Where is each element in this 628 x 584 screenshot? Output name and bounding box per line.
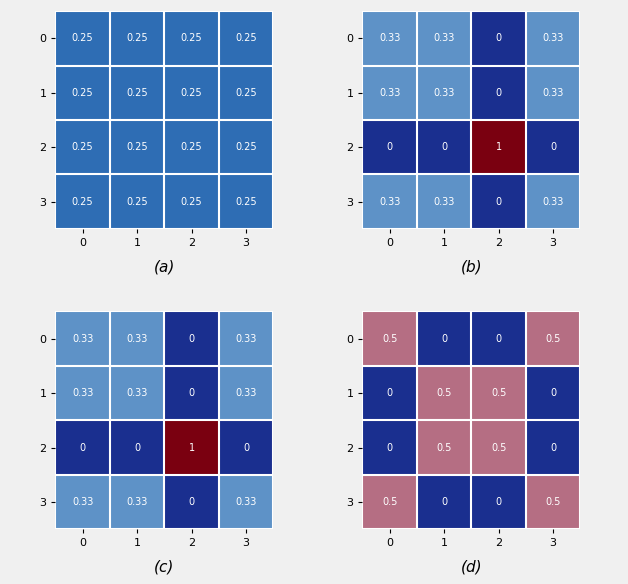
Text: 0: 0 bbox=[495, 497, 502, 507]
Text: 0.33: 0.33 bbox=[543, 197, 564, 207]
Text: 0.33: 0.33 bbox=[379, 33, 401, 43]
Text: 0: 0 bbox=[134, 443, 140, 453]
Text: 0.33: 0.33 bbox=[379, 88, 401, 98]
Text: 0.5: 0.5 bbox=[491, 443, 506, 453]
Text: 0.33: 0.33 bbox=[126, 333, 148, 343]
Text: 0.33: 0.33 bbox=[379, 197, 401, 207]
Text: 0.33: 0.33 bbox=[433, 197, 455, 207]
Text: 0.33: 0.33 bbox=[433, 88, 455, 98]
Text: (a): (a) bbox=[154, 259, 175, 274]
Text: 0: 0 bbox=[80, 443, 86, 453]
Text: 0.33: 0.33 bbox=[126, 497, 148, 507]
Text: 0.25: 0.25 bbox=[126, 197, 148, 207]
Text: 1: 1 bbox=[188, 443, 195, 453]
Text: 0: 0 bbox=[188, 333, 195, 343]
Text: 0.33: 0.33 bbox=[433, 33, 455, 43]
Text: 0.33: 0.33 bbox=[543, 33, 564, 43]
Text: 0.25: 0.25 bbox=[236, 33, 257, 43]
Text: (d): (d) bbox=[460, 560, 482, 575]
Text: 0: 0 bbox=[550, 443, 556, 453]
Text: (c): (c) bbox=[154, 560, 175, 575]
Text: 0.33: 0.33 bbox=[543, 88, 564, 98]
Text: 0: 0 bbox=[387, 443, 392, 453]
Text: 0.33: 0.33 bbox=[236, 497, 257, 507]
Text: 0: 0 bbox=[550, 142, 556, 152]
Text: 0.5: 0.5 bbox=[436, 443, 452, 453]
Text: 0: 0 bbox=[387, 142, 392, 152]
Text: 0: 0 bbox=[495, 197, 502, 207]
Text: 0.25: 0.25 bbox=[72, 33, 94, 43]
Text: (b): (b) bbox=[460, 259, 482, 274]
Text: 0.5: 0.5 bbox=[491, 388, 506, 398]
Text: 0.25: 0.25 bbox=[126, 33, 148, 43]
Text: 0: 0 bbox=[550, 388, 556, 398]
Text: 1: 1 bbox=[495, 142, 502, 152]
Text: 0.5: 0.5 bbox=[545, 497, 561, 507]
Text: 0.25: 0.25 bbox=[72, 88, 94, 98]
Text: 0.25: 0.25 bbox=[181, 197, 202, 207]
Text: 0.25: 0.25 bbox=[181, 88, 202, 98]
Text: 0: 0 bbox=[188, 388, 195, 398]
Text: 0: 0 bbox=[495, 88, 502, 98]
Text: 0.5: 0.5 bbox=[382, 497, 398, 507]
Text: 0: 0 bbox=[441, 333, 447, 343]
Text: 0.25: 0.25 bbox=[236, 88, 257, 98]
Text: 0.33: 0.33 bbox=[72, 333, 94, 343]
Text: 0.25: 0.25 bbox=[126, 142, 148, 152]
Text: 0.33: 0.33 bbox=[126, 388, 148, 398]
Text: 0: 0 bbox=[495, 333, 502, 343]
Text: 0: 0 bbox=[387, 388, 392, 398]
Text: 0: 0 bbox=[243, 443, 249, 453]
Text: 0.25: 0.25 bbox=[126, 88, 148, 98]
Text: 0.25: 0.25 bbox=[72, 197, 94, 207]
Text: 0.25: 0.25 bbox=[181, 33, 202, 43]
Text: 0.33: 0.33 bbox=[236, 388, 257, 398]
Text: 0.33: 0.33 bbox=[72, 388, 94, 398]
Text: 0.25: 0.25 bbox=[181, 142, 202, 152]
Text: 0.33: 0.33 bbox=[72, 497, 94, 507]
Text: 0: 0 bbox=[441, 142, 447, 152]
Text: 0.33: 0.33 bbox=[236, 333, 257, 343]
Text: 0.5: 0.5 bbox=[436, 388, 452, 398]
Text: 0.25: 0.25 bbox=[72, 142, 94, 152]
Text: 0.25: 0.25 bbox=[236, 142, 257, 152]
Text: 0.25: 0.25 bbox=[236, 197, 257, 207]
Text: 0.5: 0.5 bbox=[545, 333, 561, 343]
Text: 0: 0 bbox=[441, 497, 447, 507]
Text: 0: 0 bbox=[495, 33, 502, 43]
Text: 0: 0 bbox=[188, 497, 195, 507]
Text: 0.5: 0.5 bbox=[382, 333, 398, 343]
